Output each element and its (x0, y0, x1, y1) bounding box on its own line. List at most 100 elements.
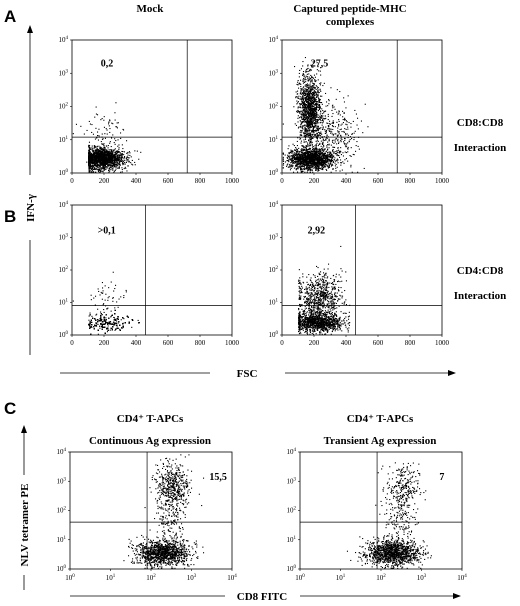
data-points (72, 102, 142, 173)
x-tick-label: 0 (70, 339, 74, 347)
c2-title-line2: Transient Ag expression (324, 435, 437, 447)
x-tick-label: 1000 (225, 339, 240, 347)
y-tick-label: 100 (59, 331, 69, 339)
x-tick-label: 104 (227, 574, 237, 582)
y-tick-label: 101 (287, 536, 297, 544)
x-tick-label: 100 (65, 574, 75, 582)
y-tick-label: 100 (269, 169, 279, 177)
data-points (298, 245, 351, 335)
x-tick-label: 0 (280, 177, 284, 185)
quadrant-value: 0,2 (101, 59, 114, 70)
x-tick-label: 0 (70, 177, 74, 185)
ab-y-axis: IFN-γ (25, 25, 37, 355)
data-points (346, 462, 432, 569)
y-tick-label: 101 (57, 536, 67, 544)
y-tick-label: 100 (59, 169, 69, 177)
x-tick-label: 103 (417, 574, 427, 582)
x-tick-label: 101 (336, 574, 346, 582)
y-tick-label: 102 (269, 103, 279, 111)
x-tick-label: 102 (376, 574, 386, 582)
y-tick-label: 101 (59, 136, 69, 144)
ab-x-label: FSC (237, 368, 258, 380)
panel-letter-b: B (4, 207, 16, 226)
y-tick-label: 103 (287, 477, 297, 485)
x-tick-label: 600 (373, 339, 384, 347)
x-tick-label: 100 (295, 574, 305, 582)
x-tick-label: 400 (131, 339, 142, 347)
y-tick-label: 100 (269, 331, 279, 339)
plot-c-transient: 100 101 102 103 104 100 101 102 103 104 7 (287, 448, 468, 582)
c2-title-line1: CD4⁺ T-APCs (347, 413, 414, 425)
x-tick-label: 103 (187, 574, 197, 582)
x-tick-label: 600 (163, 339, 174, 347)
c-x-label: CD8 FITC (237, 591, 287, 603)
ab-y-label: IFN-γ (25, 194, 37, 222)
x-tick-label: 104 (457, 574, 467, 582)
data-points (282, 57, 369, 173)
y-tick-label: 102 (59, 266, 69, 274)
y-tick-label: 104 (269, 36, 279, 44)
quadrant-value: 2,92 (308, 226, 326, 237)
y-tick-label: 101 (59, 299, 69, 307)
x-tick-label: 101 (106, 574, 116, 582)
y-tick-label: 103 (57, 477, 67, 485)
x-tick-label: 200 (99, 339, 110, 347)
x-tick-label: 800 (405, 339, 416, 347)
x-tick-label: 1000 (225, 177, 240, 185)
col-title-captured-line1: Captured peptide-MHC (293, 3, 406, 15)
y-tick-label: 102 (287, 507, 297, 515)
y-tick-label: 102 (59, 103, 69, 111)
plot-frame (299, 451, 463, 570)
x-tick-label: 200 (309, 339, 320, 347)
c-x-axis: CD8 FITC (70, 591, 461, 603)
x-tick-label: 102 (146, 574, 156, 582)
x-tick-label: 400 (341, 177, 352, 185)
x-tick-label: 400 (131, 177, 142, 185)
row-b-label-line1: CD4:CD8 (457, 265, 504, 277)
panel-letter-c: C (4, 399, 16, 418)
x-tick-label: 800 (405, 177, 416, 185)
y-tick-label: 103 (269, 234, 279, 242)
x-tick-label: 600 (373, 177, 384, 185)
row-b-label-line2: Interaction (454, 290, 507, 302)
row-a-label-line2: Interaction (454, 142, 507, 154)
y-tick-label: 104 (269, 201, 279, 209)
data-points (123, 454, 205, 569)
quadrant-value: 7 (439, 472, 444, 483)
y-tick-label: 103 (59, 69, 69, 77)
data-points (72, 271, 140, 335)
x-tick-label: 800 (195, 339, 206, 347)
x-tick-label: 800 (195, 177, 206, 185)
c1-title-line1: CD4⁺ T-APCs (117, 413, 184, 425)
plot-a-mock: 100 101 102 103 104 0 200 400 600 800 1000 0,2 (59, 36, 240, 185)
x-tick-label: 200 (99, 177, 110, 185)
x-tick-label: 600 (163, 177, 174, 185)
plot-b-captured: 100 101 102 103 104 0 200 400 600 800 1000 2,92 (269, 201, 450, 347)
row-a-label-line1: CD8:CD8 (457, 117, 504, 129)
y-tick-label: 100 (57, 565, 67, 573)
c-y-label: NLV tetramer PE (19, 484, 31, 567)
x-tick-label: 1000 (435, 177, 450, 185)
c1-title-line2: Continuous Ag expression (89, 435, 211, 447)
x-tick-label: 200 (309, 177, 320, 185)
y-tick-label: 103 (59, 234, 69, 242)
y-tick-label: 104 (57, 448, 67, 456)
y-tick-label: 102 (269, 266, 279, 274)
y-tick-label: 104 (59, 201, 69, 209)
plot-a-captured: 100 101 102 103 104 0 200 400 600 800 1000 27,5 (269, 36, 450, 185)
quadrant-value: 15,5 (209, 472, 227, 483)
x-tick-label: 0 (280, 339, 284, 347)
plot-c-continuous: 100 101 102 103 104 100 101 102 103 104 15,5 (57, 448, 238, 582)
y-tick-label: 103 (269, 69, 279, 77)
c-y-axis: NLV tetramer PE (19, 425, 31, 590)
col-title-mock: Mock (137, 3, 165, 15)
plot-b-mock: 100 101 102 103 104 0 200 400 600 800 1000 >0,1 (59, 201, 240, 347)
y-tick-label: 104 (287, 448, 297, 456)
quadrant-value: >0,1 (98, 226, 116, 237)
y-tick-label: 104 (59, 36, 69, 44)
col-title-captured-line2: complexes (326, 16, 375, 28)
x-tick-label: 1000 (435, 339, 450, 347)
panel-letter-a: A (4, 7, 16, 26)
y-tick-label: 100 (287, 565, 297, 573)
